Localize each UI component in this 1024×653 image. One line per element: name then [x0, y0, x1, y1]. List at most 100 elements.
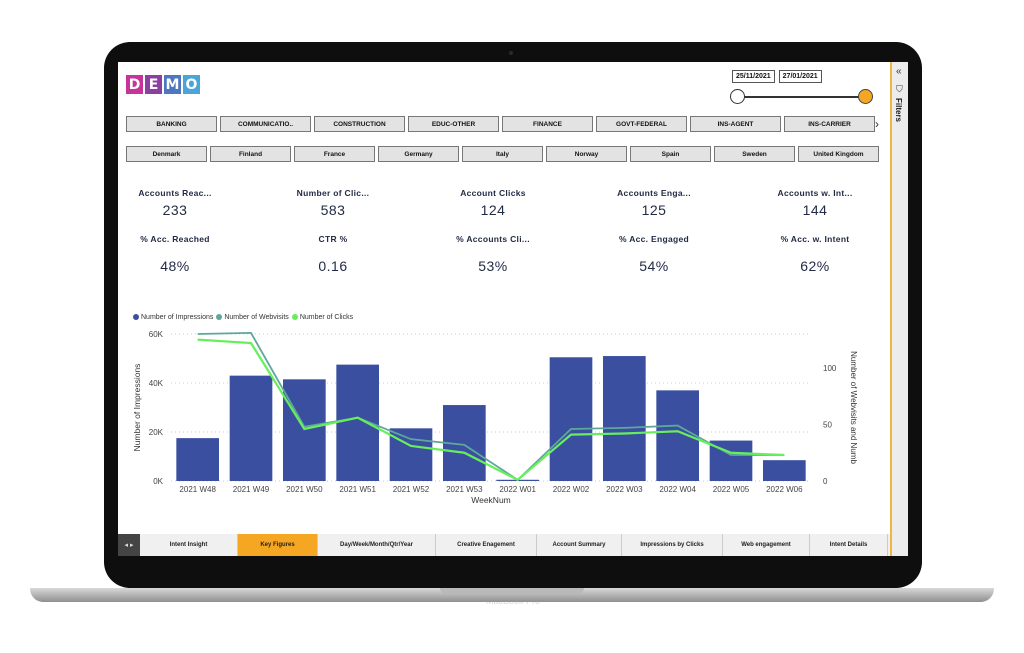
y2-tick-label: 0 — [823, 477, 828, 486]
legend-marker — [291, 314, 298, 321]
chevron-right-icon[interactable]: › — [875, 117, 879, 131]
chart-bar — [229, 375, 273, 481]
industry-option[interactable]: INS-CARRIER — [784, 116, 875, 132]
industry-option[interactable]: CONSTRUCTION — [314, 116, 405, 132]
chart-legend: Number of Impressions Number of Webvisit… — [133, 314, 353, 321]
country-option[interactable]: Italy — [462, 146, 543, 162]
tab-intent-details[interactable]: Intent Details — [810, 534, 888, 556]
laptop-frame: D E M O 25/11/2021 27/01/2021 « ⛉ Filter… — [104, 42, 922, 606]
chart-bar — [656, 390, 699, 481]
kpi-title: Accounts Reac... — [138, 188, 212, 198]
kpi-title: % Accounts Cli... — [456, 234, 530, 244]
kpi-value: 62% — [800, 258, 830, 274]
legend-item[interactable]: Number of Webvisits — [216, 314, 289, 321]
double-chevron-left-icon[interactable]: « — [896, 66, 902, 77]
date-slider-end-handle[interactable] — [858, 89, 873, 104]
tab-key-figures[interactable]: Key Figures — [238, 534, 318, 556]
legend-marker — [216, 314, 223, 321]
legend-label: Number of Clicks — [299, 314, 354, 321]
date-slider-start-handle[interactable] — [730, 89, 745, 104]
y2-tick-label: 50 — [823, 420, 832, 429]
industry-option[interactable]: GOVT-FEDERAL — [596, 116, 687, 132]
filters-pane[interactable]: « ⛉ Filters — [890, 62, 908, 556]
laptop-base — [30, 588, 994, 602]
x-tick-label: 2021 W48 — [179, 485, 216, 494]
country-option[interactable]: Germany — [378, 146, 459, 162]
x-axis-title: WeekNum — [471, 495, 511, 505]
logo-letter: D — [126, 75, 143, 94]
legend-item[interactable]: Number of Clicks — [291, 314, 354, 321]
kpi-pct-reached: % Acc. Reached 48% — [118, 234, 240, 274]
tab-intent-insight[interactable]: Intent Insight — [140, 534, 238, 556]
kpi-pct-accounts-clicked: % Accounts Cli... 53% — [428, 234, 558, 274]
kpi-title: % Acc. Engaged — [618, 234, 689, 244]
country-option[interactable]: United Kingdom — [798, 146, 879, 162]
kpi-pct-engaged: % Acc. Engaged 54% — [589, 234, 719, 274]
x-tick-label: 2021 W53 — [446, 485, 483, 494]
country-option[interactable]: Norway — [546, 146, 627, 162]
tab-web-engagement[interactable]: Web engagement — [723, 534, 810, 556]
start-date-input[interactable]: 25/11/2021 — [732, 70, 775, 83]
kpi-ctr: CTR % 0.16 — [268, 234, 398, 274]
end-date-input[interactable]: 27/01/2021 — [778, 70, 822, 83]
laptop-notch — [440, 588, 584, 594]
series-line — [197, 338, 785, 482]
kpi-value: 583 — [320, 202, 346, 218]
filters-label: Filters — [894, 98, 903, 123]
country-option[interactable]: France — [294, 146, 375, 162]
date-range-slicer: 25/11/2021 27/01/2021 — [732, 70, 822, 83]
kpi-accounts-reached: Accounts Reac... 233 — [118, 188, 240, 218]
kpi-accounts-with-intent: Accounts w. Int... 144 — [750, 188, 880, 218]
y-axis-title: Number of Impressions — [132, 364, 142, 452]
kpi-value: 0.16 — [318, 258, 348, 274]
kpi-accounts-engaged: Accounts Enga... 125 — [589, 188, 719, 218]
x-tick-label: 2022 W04 — [659, 485, 696, 494]
x-tick-label: 2021 W50 — [286, 485, 323, 494]
country-option[interactable]: Finland — [210, 146, 291, 162]
chart-bar — [283, 379, 326, 481]
country-option[interactable]: Spain — [630, 146, 711, 162]
logo-letter: O — [183, 75, 200, 94]
industry-option[interactable]: EDUC-OTHER — [408, 116, 499, 132]
x-tick-label: 2021 W49 — [233, 485, 270, 494]
kpi-value: 124 — [480, 202, 506, 218]
demo-logo: D E M O — [126, 75, 200, 94]
country-slicer: Denmark Finland France Germany Italy Nor… — [126, 146, 882, 162]
kpi-account-clicks: Account Clicks 124 — [428, 188, 558, 218]
chart-bar — [603, 356, 646, 481]
tab-account-summary[interactable]: Account Summary — [537, 534, 622, 556]
kpi-value: 53% — [478, 258, 508, 274]
x-tick-label: 2022 W05 — [713, 485, 750, 494]
tab-creative-engagement[interactable]: Creative Enagement — [436, 534, 537, 556]
chart-bar — [176, 438, 219, 481]
kpi-title: CTR % — [318, 234, 348, 244]
kpi-title: Accounts w. Int... — [777, 188, 853, 198]
kpi-number-of-clicks: Number of Clic... 583 — [268, 188, 398, 218]
x-tick-label: 2022 W01 — [499, 485, 536, 494]
tab-impressions-by-clicks[interactable]: Impressions by Clicks — [622, 534, 723, 556]
kpi-title: % Acc. Reached — [140, 234, 210, 244]
tab-scroll-arrows-icon[interactable]: ◂ ▸ — [118, 534, 140, 556]
y-tick-label: 20K — [149, 428, 164, 437]
industry-option[interactable]: FINANCE — [502, 116, 593, 132]
x-tick-label: 2021 W51 — [339, 485, 376, 494]
industry-option[interactable]: COMMUNICATIO.. — [220, 116, 311, 132]
kpi-title: % Acc. w. Intent — [780, 234, 850, 244]
chart-bar — [549, 357, 593, 481]
industry-option[interactable]: BANKING — [126, 116, 217, 132]
legend-label: Number of Impressions — [141, 314, 214, 321]
kpi-pct-with-intent: % Acc. w. Intent 62% — [750, 234, 880, 274]
date-slider-track — [740, 96, 870, 98]
country-option[interactable]: Denmark — [126, 146, 207, 162]
y-tick-label: 0K — [153, 477, 163, 486]
series-line — [197, 331, 785, 482]
industry-option[interactable]: INS-AGENT — [690, 116, 781, 132]
tab-day-week-month[interactable]: Day/Week/Month/Qtr/Year — [318, 534, 436, 556]
x-tick-label: 2022 W02 — [553, 485, 590, 494]
kpi-title: Number of Clic... — [296, 188, 370, 198]
funnel-icon: ⛉ — [896, 84, 903, 94]
legend-item[interactable]: Number of Impressions — [133, 314, 213, 321]
country-option[interactable]: Sweden — [714, 146, 795, 162]
x-tick-label: 2022 W03 — [606, 485, 643, 494]
chart-bar — [389, 428, 433, 481]
